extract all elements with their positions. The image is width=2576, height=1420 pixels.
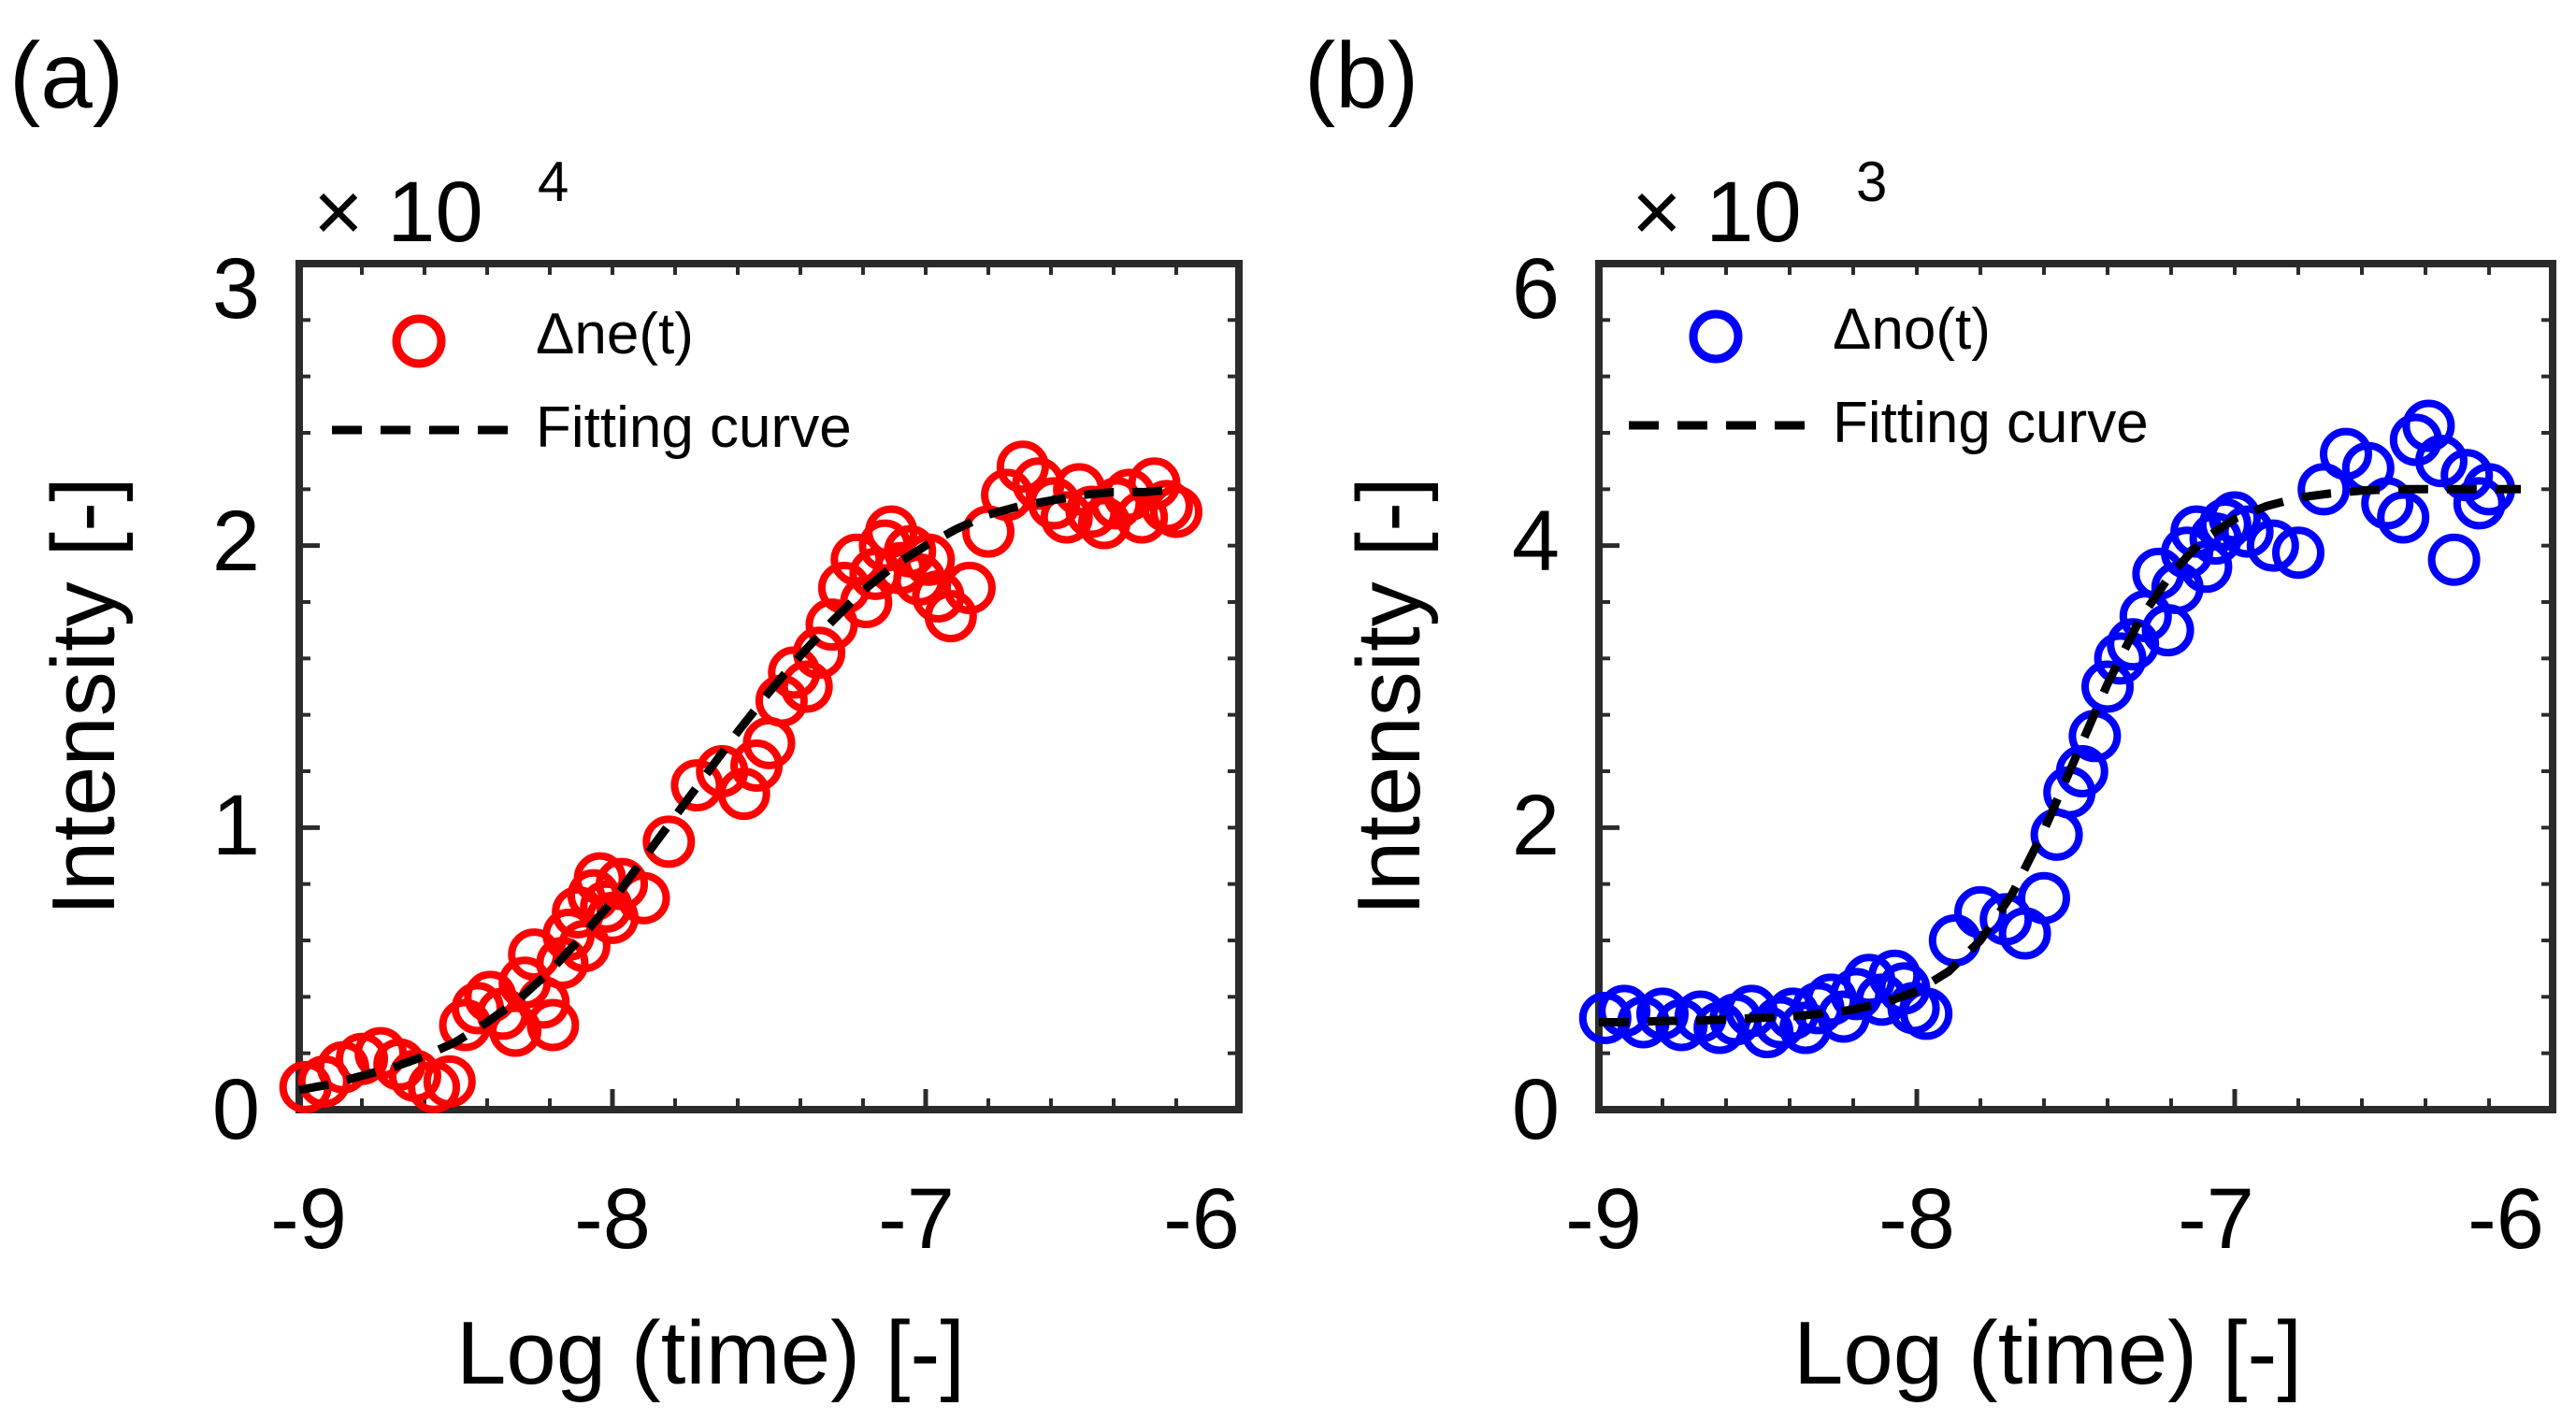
data-point bbox=[2094, 632, 2147, 685]
y-tick-label: 0 bbox=[212, 1062, 260, 1157]
legend-entry-fit: Fitting curve bbox=[536, 395, 852, 460]
multiplier-base-b: × 10 bbox=[1632, 165, 1802, 260]
legend-entry-fit: Fitting curve bbox=[1833, 391, 2149, 455]
plot-frame bbox=[1595, 260, 2556, 1113]
multiplier-label-b: × 10 3 bbox=[1632, 151, 1887, 260]
data-point bbox=[2272, 526, 2324, 580]
x-axis-title-a: Log (time) [-] bbox=[456, 1303, 965, 1403]
data-point bbox=[2209, 491, 2261, 544]
data-point bbox=[489, 1004, 542, 1057]
panel-label-b: (b) bbox=[1304, 23, 1418, 128]
data-point bbox=[557, 920, 611, 973]
x-tick-label: -8 bbox=[1878, 1171, 1955, 1267]
legend-entry-data: Δno(t) bbox=[1833, 297, 1991, 362]
panel-label-a: (a) bbox=[9, 23, 123, 128]
data-point bbox=[1900, 987, 1953, 1040]
fitting-curve-line bbox=[1599, 484, 2521, 1026]
data-point bbox=[793, 626, 846, 680]
y-tick-label: 2 bbox=[1512, 778, 1560, 873]
x-tick-label: -9 bbox=[270, 1171, 347, 1267]
panel-b: (b) × 10 3 0 2 4 6 -9 -8 -7 -6 Log (time… bbox=[1304, 23, 2556, 1403]
data-point bbox=[780, 660, 833, 713]
data-point bbox=[943, 561, 996, 614]
multiplier-exponent-a: 4 bbox=[538, 151, 568, 213]
y-tick-labels-b: 0 2 4 6 bbox=[1512, 241, 1560, 1157]
multiplier-label-a: × 10 4 bbox=[313, 151, 568, 260]
y-axis-title-a: Intensity [-] bbox=[34, 477, 134, 916]
data-point bbox=[423, 1054, 476, 1108]
data-point bbox=[2018, 871, 2070, 925]
legend-b: Δno(t) Fitting curve bbox=[1629, 297, 2149, 455]
x-tick-labels-b: -9 -8 -7 -6 bbox=[1565, 1171, 2544, 1267]
data-point bbox=[840, 576, 893, 628]
data-point bbox=[1028, 477, 1081, 530]
data-point bbox=[2427, 533, 2481, 586]
data-point bbox=[2402, 399, 2455, 452]
data-point bbox=[2055, 745, 2108, 797]
x-tick-label: -6 bbox=[1163, 1171, 1240, 1267]
data-point bbox=[2415, 435, 2468, 488]
data-point bbox=[2081, 660, 2134, 713]
data-point bbox=[996, 440, 1049, 494]
legend-entry-data: Δne(t) bbox=[536, 302, 694, 366]
y-tick-label: 4 bbox=[1512, 494, 1560, 589]
x-tick-label: -7 bbox=[878, 1171, 955, 1267]
y-tick-label: 1 bbox=[212, 778, 260, 873]
data-point bbox=[526, 998, 580, 1052]
y-tick-label: 6 bbox=[1512, 241, 1560, 337]
data-point bbox=[2246, 519, 2299, 572]
x-tick-label: -6 bbox=[2468, 1171, 2544, 1267]
data-point bbox=[2198, 498, 2252, 552]
y-tick-labels-a: 0 1 2 3 bbox=[212, 241, 260, 1157]
x-axis-title-b: Log (time) [-] bbox=[1793, 1303, 2302, 1403]
data-point bbox=[642, 815, 696, 868]
data-point bbox=[2377, 491, 2430, 544]
y-tick-label: 2 bbox=[212, 494, 260, 589]
x-tick-label: -7 bbox=[2178, 1171, 2254, 1267]
data-point bbox=[2361, 477, 2414, 530]
legend-marker-circle bbox=[392, 314, 446, 368]
y-tick-label: 3 bbox=[212, 241, 260, 337]
legend-a: Δne(t) Fitting curve bbox=[332, 302, 852, 460]
legend-marker-circle bbox=[1689, 309, 1743, 364]
data-point bbox=[617, 871, 670, 925]
y-axis-title-b: Intensity [-] bbox=[1339, 477, 1439, 916]
data-point bbox=[2221, 505, 2274, 558]
multiplier-exponent-b: 3 bbox=[1856, 151, 1887, 213]
data-point bbox=[717, 767, 770, 821]
x-tick-label: -9 bbox=[1565, 1171, 1642, 1267]
x-tick-labels-a: -9 -8 -7 -6 bbox=[270, 1171, 1240, 1267]
data-point bbox=[2180, 540, 2233, 594]
data-point bbox=[1040, 491, 1093, 544]
y-tick-label: 0 bbox=[1512, 1062, 1560, 1157]
multiplier-base-a: × 10 bbox=[313, 165, 483, 260]
plot-frame bbox=[295, 260, 1243, 1113]
plot-area-a bbox=[279, 260, 1243, 1113]
data-point bbox=[1150, 485, 1202, 538]
panel-a: (a) × 10 4 0 1 2 3 -9 -8 -7 -6 Log (time… bbox=[9, 23, 1243, 1403]
fitting-curve-line bbox=[298, 484, 1177, 1095]
plot-area-b bbox=[1578, 260, 2556, 1113]
x-tick-label: -8 bbox=[574, 1171, 651, 1267]
